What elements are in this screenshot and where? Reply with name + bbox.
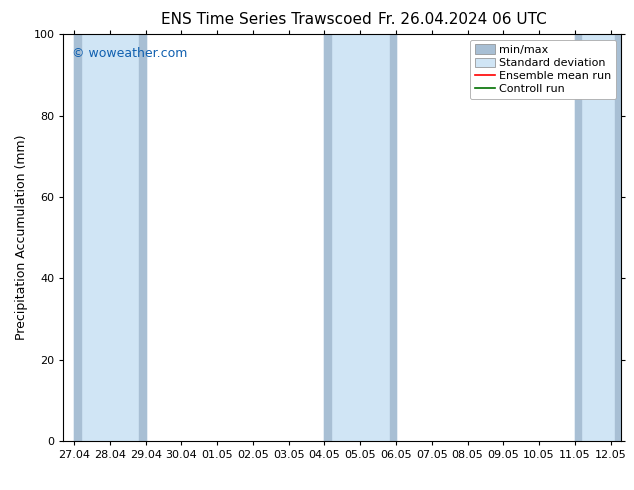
Bar bbox=[615, 34, 621, 441]
Text: © woweather.com: © woweather.com bbox=[72, 47, 187, 59]
Legend: min/max, Standard deviation, Ensemble mean run, Controll run: min/max, Standard deviation, Ensemble me… bbox=[470, 40, 616, 99]
Bar bbox=[389, 34, 396, 441]
Bar bbox=[325, 34, 396, 441]
Y-axis label: Precipitation Accumulation (mm): Precipitation Accumulation (mm) bbox=[15, 135, 28, 341]
Bar bbox=[139, 34, 146, 441]
Bar bbox=[74, 34, 81, 441]
Bar bbox=[74, 34, 146, 441]
Text: ENS Time Series Trawscoed: ENS Time Series Trawscoed bbox=[161, 12, 372, 27]
Bar bbox=[575, 34, 621, 441]
Bar bbox=[325, 34, 331, 441]
Text: Fr. 26.04.2024 06 UTC: Fr. 26.04.2024 06 UTC bbox=[378, 12, 547, 27]
Bar bbox=[575, 34, 581, 441]
